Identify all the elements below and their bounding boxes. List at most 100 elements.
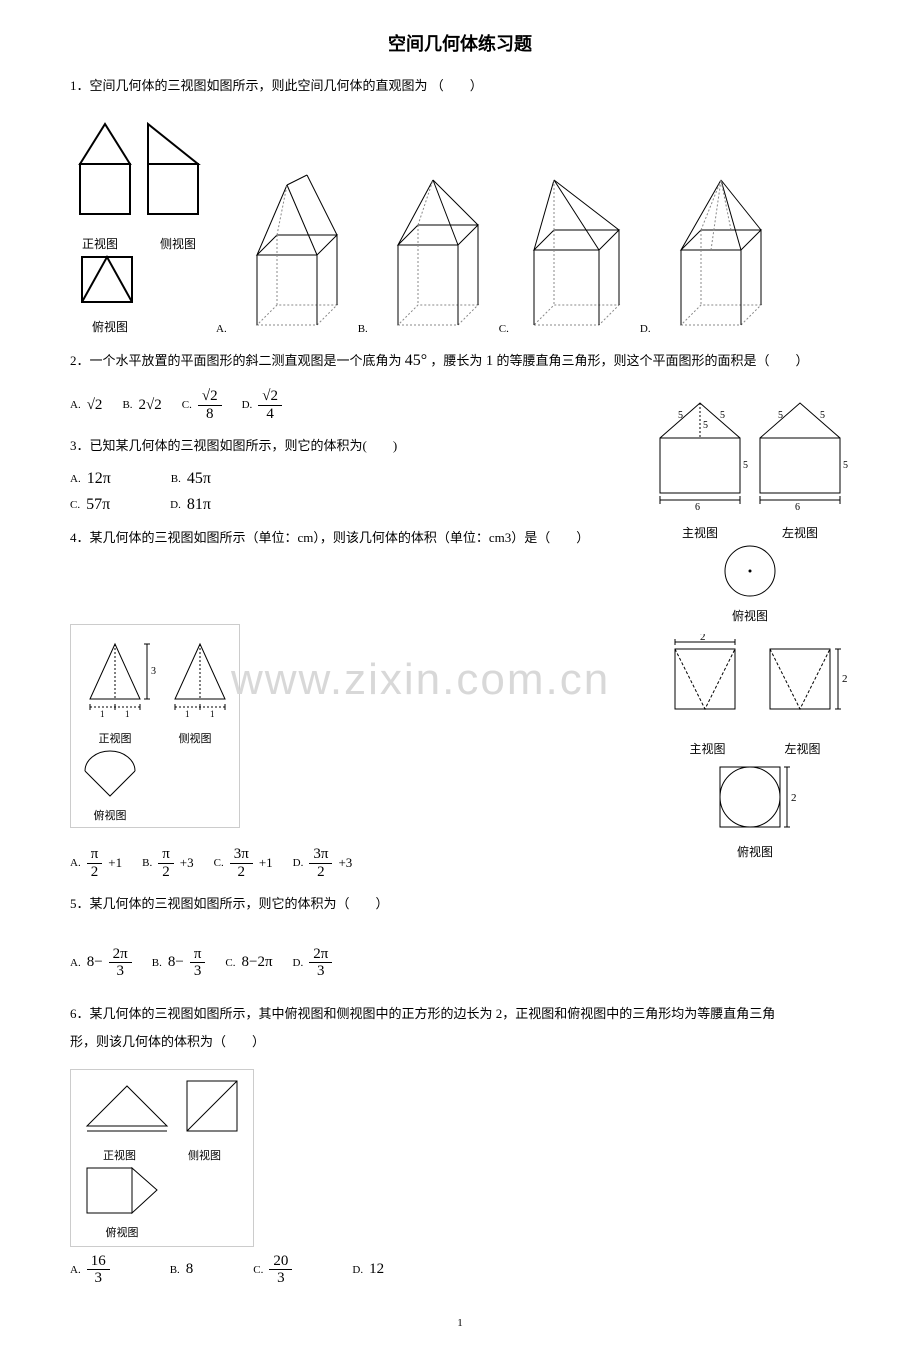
q6-c-num: 20 xyxy=(269,1253,292,1271)
q5-b-num: π xyxy=(190,946,206,964)
q5-top-caption: 俯视图 xyxy=(660,843,850,860)
q3-front-caption: 主视图 xyxy=(682,524,718,541)
q2-leg: 1 xyxy=(486,353,494,369)
q2-suffix: 的等腰直角三角形，则这个平面图形的面积是（ ） xyxy=(496,353,808,368)
q5-b-pre: 8− xyxy=(168,954,184,971)
q1-opt-d-label: D. xyxy=(640,323,651,335)
q4-front-caption: 正视图 xyxy=(99,730,132,746)
q4-d-den: 2 xyxy=(309,864,332,881)
page-title: 空间几何体练习题 xyxy=(70,30,850,56)
q4-a-plus: +1 xyxy=(108,855,122,871)
q4-top-view xyxy=(75,746,145,801)
q5-d-den: 3 xyxy=(309,963,332,980)
q1-figures-row: 正视图 侧视图 俯视图 A. B. C. xyxy=(70,109,850,335)
q1-front-side-view xyxy=(70,109,210,229)
q4-b-plus: +3 xyxy=(180,855,194,871)
q4-b-den: 2 xyxy=(158,864,174,881)
svg-text:2: 2 xyxy=(791,792,797,804)
q5-d-num: 2π xyxy=(309,946,332,964)
q3-b-label: B. xyxy=(171,473,181,485)
q6-b-label: B. xyxy=(170,1264,180,1276)
q6-a-label: A. xyxy=(70,1264,81,1276)
q5-b-den: 3 xyxy=(190,963,206,980)
q2-c-label: C. xyxy=(182,399,192,411)
svg-text:6: 6 xyxy=(695,502,700,513)
q5-front-caption: 主视图 xyxy=(689,740,725,757)
q3-options-row2: C. 57π D. 81π xyxy=(70,496,640,514)
page-number: 1 xyxy=(70,1317,850,1329)
q2-mid: ，腰长为 xyxy=(430,353,482,368)
q5-front-side-views: 2 2 xyxy=(660,634,850,734)
svg-text:5: 5 xyxy=(820,410,825,421)
q4-d-label: D. xyxy=(293,857,304,869)
q6-front-side-views xyxy=(77,1076,247,1141)
q6-c-den: 3 xyxy=(269,1270,292,1287)
q2-d-num: √2 xyxy=(258,388,282,406)
svg-text:6: 6 xyxy=(795,502,800,513)
q3-top-view xyxy=(710,541,790,601)
q6-a-num: 16 xyxy=(87,1253,110,1271)
q2-a-label: A. xyxy=(70,399,81,411)
q3-d-val: 81π xyxy=(187,496,211,514)
q5-top-view: 2 xyxy=(705,757,805,837)
q1-front-caption: 正视图 xyxy=(70,235,130,252)
q3-a-label: A. xyxy=(70,473,81,485)
svg-text:1: 1 xyxy=(125,709,130,719)
q5-c-val: 8−2π xyxy=(241,954,272,971)
q5-d-label: D. xyxy=(293,957,304,969)
q6-front-caption: 正视图 xyxy=(103,1147,136,1163)
q2-angle: 45° xyxy=(405,352,427,369)
q5-b-label: B. xyxy=(152,957,162,969)
q5-figure: 2 2 主视图 左视图 2 俯视图 xyxy=(660,634,850,860)
q4-a-num: π xyxy=(87,846,103,864)
question-1: 1．空间几何体的三视图如图所示，则此空间几何体的直观图为 （ ） xyxy=(70,74,850,97)
q4-figure: www.zixin.com.cn 3 11 11 正视图 侧视图 俯视图 xyxy=(70,624,240,828)
q6-text1: 6．某几何体的三视图如图所示，其中俯视图和侧视图中的正方形的边长为 2，正视图和… xyxy=(70,1006,775,1021)
q4-c-plus: +1 xyxy=(259,855,273,871)
q2-d-den: 4 xyxy=(258,406,282,423)
q6-d-val: 12 xyxy=(369,1261,384,1278)
svg-text:3: 3 xyxy=(151,666,156,677)
q3-c-val: 57π xyxy=(86,496,110,514)
q5-options: A. 8− 2π3 B. 8− π3 C. 8−2π D. 2π3 xyxy=(70,946,850,980)
svg-text:1: 1 xyxy=(100,709,105,719)
question-5: 5．某几何体的三视图如图所示，则它的体积为（ ） xyxy=(70,892,850,915)
q4-options: A. π2 +1 B. π2 +3 C. 3π2 +1 D. 3π2 +3 xyxy=(70,846,650,880)
q1-side-caption: 侧视图 xyxy=(148,235,208,252)
svg-text:5: 5 xyxy=(703,420,708,431)
q5-a-num: 2π xyxy=(109,946,132,964)
q1-text: 1．空间几何体的三视图如图所示，则此空间几何体的直观图为 （ ） xyxy=(70,78,483,93)
q3-b-val: 45π xyxy=(187,470,211,488)
q3-options-row1: A. 12π B. 45π xyxy=(70,470,640,488)
q3-a-val: 12π xyxy=(87,470,111,488)
q2-b-coef: 2 xyxy=(139,397,147,413)
svg-text:5: 5 xyxy=(743,460,748,471)
q6-d-label: D. xyxy=(352,1264,363,1276)
q5-a-label: A. xyxy=(70,957,81,969)
question-2: 2．一个水平放置的平面图形的斜二测直观图是一个底角为 45° ，腰长为 1 的等… xyxy=(70,347,850,376)
q4-d-plus: +3 xyxy=(338,855,352,871)
q1-opt-a-label: A. xyxy=(216,323,227,335)
q4-text: 4．某几何体的三视图如图所示（单位：cm），则该几何体的体积（单位：cm3）是（… xyxy=(70,530,589,545)
q1-option-d-solid xyxy=(661,165,776,335)
q1-top-caption: 俯视图 xyxy=(70,318,150,335)
q2-c-num: √2 xyxy=(198,388,222,406)
q3-text: 3．已知某几何体的三视图如图所示，则它的体积为( ) xyxy=(70,438,397,453)
q3-front-side-views: 55 5 5 6 55 5 6 xyxy=(650,388,850,518)
q6-c-label: C. xyxy=(253,1264,263,1276)
q4-a-den: 2 xyxy=(87,864,103,881)
q5-c-label: C. xyxy=(225,957,235,969)
q5-a-pre: 8− xyxy=(87,954,103,971)
q4-c-den: 2 xyxy=(230,864,253,881)
svg-text:5: 5 xyxy=(720,410,725,421)
q2-d-label: D. xyxy=(242,399,253,411)
q4-c-num: 3π xyxy=(230,846,253,864)
q2-options: A. √2 B. 2√2 C. √28 D. √24 xyxy=(70,388,640,422)
svg-text:5: 5 xyxy=(778,410,783,421)
q6-side-caption: 侧视图 xyxy=(188,1147,221,1163)
svg-text:2: 2 xyxy=(842,673,848,685)
svg-text:1: 1 xyxy=(210,709,215,719)
q4-c-label: C. xyxy=(214,857,224,869)
svg-text:5: 5 xyxy=(678,410,683,421)
svg-text:2: 2 xyxy=(700,634,706,643)
